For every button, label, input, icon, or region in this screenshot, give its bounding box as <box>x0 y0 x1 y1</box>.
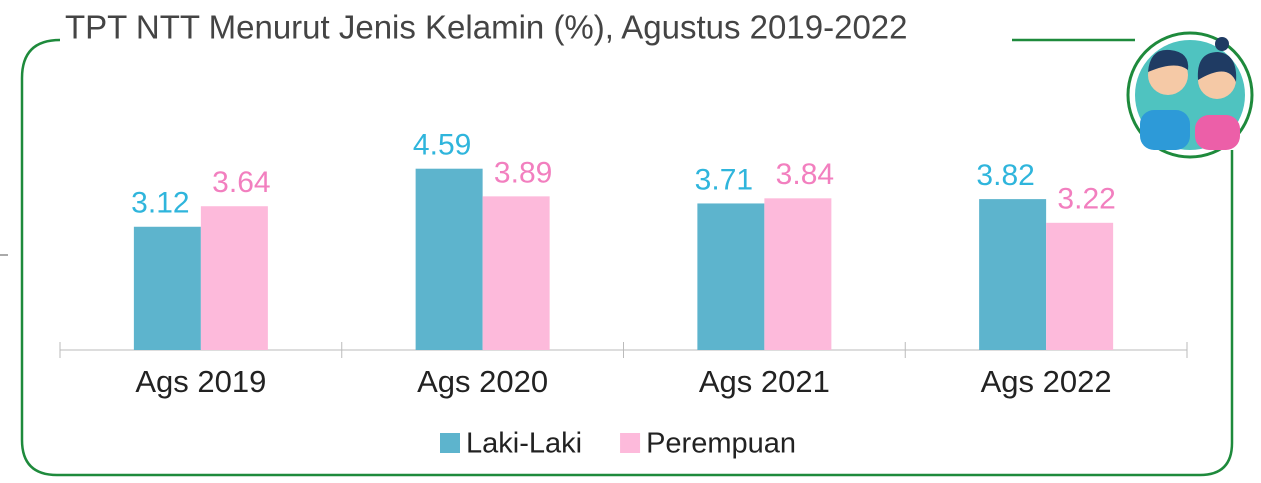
value-label: 3.22 <box>1057 183 1115 216</box>
value-label: 3.82 <box>976 159 1034 192</box>
value-label: 3.71 <box>695 163 753 196</box>
page: {"chart_data": {"type": "bar", "title": … <box>0 0 1261 483</box>
value-label: 3.89 <box>494 156 552 189</box>
bar <box>1046 223 1113 350</box>
bar <box>979 199 1046 350</box>
chart: TPT NTT Menurut Jenis Kelamin (%), Agust… <box>0 0 1261 478</box>
bar <box>697 203 764 350</box>
bar <box>416 169 483 350</box>
bar <box>201 206 268 350</box>
value-label: 4.59 <box>413 129 471 162</box>
x-tick-label: Ags 2022 <box>981 364 1112 399</box>
value-label: 3.84 <box>776 158 834 191</box>
bar <box>764 198 831 350</box>
chart-title: TPT NTT Menurut Jenis Kelamin (%), Agust… <box>65 9 908 46</box>
legend-label: Perempuan <box>646 428 796 460</box>
bar <box>483 196 550 350</box>
legend-swatch <box>440 433 460 453</box>
legend-label: Laki-Laki <box>466 428 582 460</box>
x-tick-label: Ags 2021 <box>699 364 830 399</box>
bar <box>134 227 201 350</box>
x-tick-label: Ags 2019 <box>135 364 266 399</box>
legend-swatch <box>620 433 640 453</box>
icon <box>1128 33 1252 157</box>
value-label: 3.64 <box>212 166 270 199</box>
value-label: 3.12 <box>131 187 189 220</box>
x-tick-label: Ags 2020 <box>417 364 548 399</box>
